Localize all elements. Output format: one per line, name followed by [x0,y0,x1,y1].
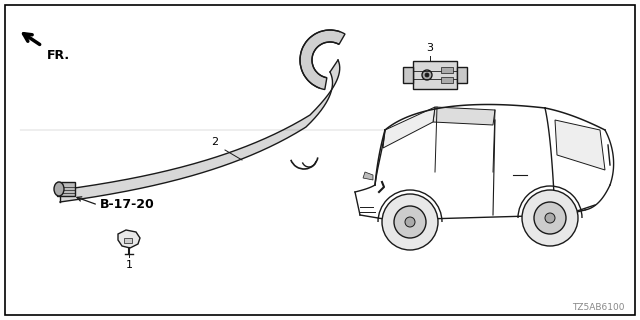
Text: B-17-20: B-17-20 [100,198,155,212]
Text: TZ5AB6100: TZ5AB6100 [573,303,625,312]
Circle shape [422,70,432,80]
Polygon shape [383,107,435,148]
Polygon shape [363,172,373,180]
Circle shape [425,73,429,77]
Bar [457,67,467,83]
Polygon shape [60,60,340,202]
Text: 2: 2 [211,137,219,147]
Polygon shape [433,107,495,125]
Text: 1: 1 [125,260,132,270]
Text: 3: 3 [426,43,433,53]
Polygon shape [300,30,345,90]
Polygon shape [555,120,605,170]
Bar [413,61,457,89]
Bar [441,77,453,83]
Bar [441,67,453,73]
Bar [57,182,75,196]
Circle shape [522,190,578,246]
Circle shape [545,213,555,223]
Bar [124,238,132,243]
Bar [403,67,413,83]
Text: FR.: FR. [47,49,70,62]
Circle shape [534,202,566,234]
Circle shape [382,194,438,250]
Circle shape [394,206,426,238]
Polygon shape [118,230,140,248]
Circle shape [405,217,415,227]
Ellipse shape [54,182,64,196]
